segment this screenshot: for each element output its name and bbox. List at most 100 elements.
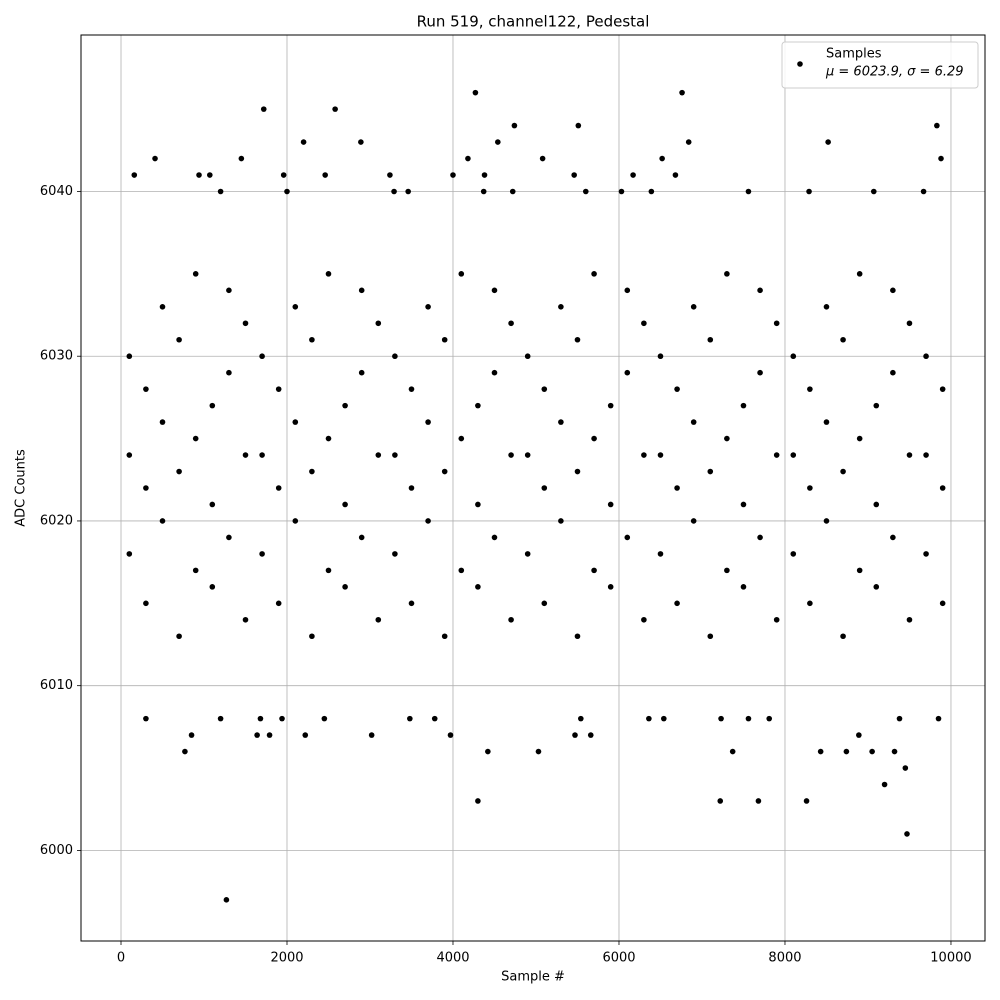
point — [226, 534, 232, 541]
point — [257, 715, 264, 722]
point — [641, 320, 647, 327]
point — [740, 501, 747, 508]
point — [358, 369, 365, 376]
point — [679, 89, 685, 96]
point — [126, 353, 133, 360]
point — [524, 551, 531, 557]
point — [242, 452, 249, 458]
axes-frame — [80, 34, 986, 942]
point — [817, 748, 824, 755]
grid-layer: 0 2000 4000 6000 8000 10000 6000 6010 6020 6030 60… — [40, 35, 985, 966]
point — [226, 287, 232, 294]
point — [217, 188, 224, 195]
point — [325, 435, 332, 442]
point — [405, 188, 411, 195]
point — [890, 534, 896, 541]
point — [674, 485, 680, 491]
point — [259, 452, 265, 458]
point — [450, 172, 456, 178]
point — [511, 122, 518, 129]
point — [856, 271, 863, 277]
point — [773, 616, 780, 623]
point — [431, 715, 438, 722]
point — [176, 468, 182, 475]
point — [657, 551, 664, 557]
point — [375, 320, 382, 327]
point — [309, 633, 315, 640]
point — [740, 584, 747, 590]
point — [896, 715, 903, 722]
point — [325, 271, 332, 277]
point — [425, 304, 431, 310]
point — [825, 139, 831, 145]
point — [159, 518, 166, 524]
point — [587, 732, 594, 738]
point — [266, 732, 273, 738]
point — [254, 732, 260, 738]
x-axis-label: Sample # — [501, 970, 565, 985]
point — [873, 584, 880, 590]
point — [309, 468, 315, 475]
y-tick-label: 6020 — [40, 513, 73, 528]
point — [392, 551, 398, 557]
point — [392, 353, 398, 360]
point — [869, 748, 875, 755]
point — [729, 748, 736, 755]
point — [475, 402, 481, 409]
point — [607, 501, 614, 508]
point — [300, 139, 307, 145]
point — [674, 386, 680, 392]
point — [873, 501, 880, 508]
legend-box — [781, 41, 979, 89]
point — [152, 155, 158, 162]
point — [923, 353, 929, 360]
point — [209, 584, 216, 590]
point — [823, 419, 830, 425]
point — [472, 89, 479, 96]
point — [618, 188, 625, 195]
point — [485, 748, 491, 755]
point — [126, 551, 133, 557]
x-tick-label: 8000 — [768, 951, 801, 966]
x-tick-label: 4000 — [436, 951, 469, 966]
point — [890, 369, 896, 376]
point — [840, 336, 846, 343]
point — [607, 402, 614, 409]
y-tick-label: 6010 — [40, 678, 73, 693]
point — [591, 435, 597, 442]
point — [685, 139, 692, 145]
point — [332, 106, 338, 112]
point — [447, 732, 454, 738]
point — [325, 567, 332, 574]
y-tick-label: 6040 — [40, 184, 73, 199]
point — [292, 304, 299, 310]
point — [630, 172, 636, 178]
point — [302, 732, 309, 738]
point — [358, 534, 365, 541]
point — [856, 567, 863, 574]
point — [745, 715, 752, 722]
point — [408, 386, 415, 392]
point — [458, 567, 465, 574]
point — [807, 386, 813, 392]
point — [441, 633, 448, 640]
point — [755, 798, 762, 804]
point — [368, 732, 375, 738]
point — [840, 468, 846, 475]
point — [591, 567, 597, 574]
point — [575, 122, 582, 129]
point — [840, 633, 846, 640]
point — [524, 452, 531, 458]
point — [724, 435, 730, 442]
point — [541, 386, 548, 392]
point — [524, 353, 531, 360]
point — [495, 139, 501, 145]
point — [126, 452, 133, 458]
point — [757, 534, 763, 541]
point — [358, 287, 365, 294]
point — [923, 452, 929, 458]
point — [574, 336, 581, 343]
point — [131, 172, 138, 178]
point — [391, 188, 397, 195]
point — [646, 715, 652, 722]
